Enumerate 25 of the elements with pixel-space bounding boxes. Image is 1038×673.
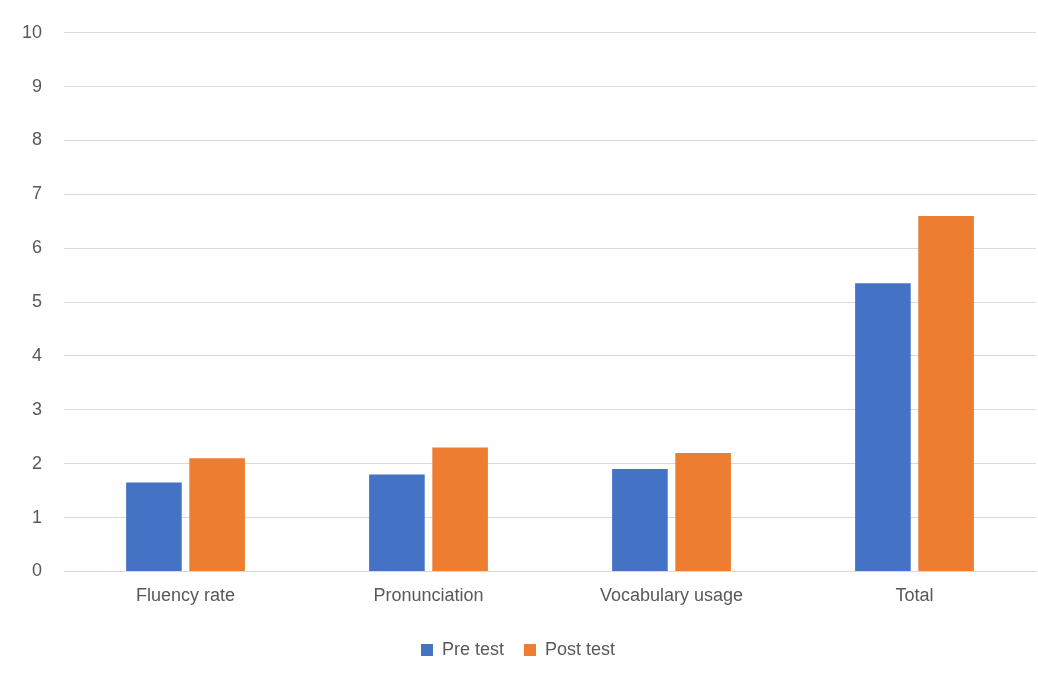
y-tick-label: 6: [32, 237, 43, 258]
x-tick-label: Pronunciation: [373, 585, 484, 606]
y-tick-label: 9: [32, 75, 43, 96]
y-tick-label: 5: [32, 291, 43, 312]
x-tick-label: Total: [895, 585, 934, 606]
legend-label: Post test: [545, 638, 616, 659]
bar: [918, 215, 974, 571]
y-tick-label: 3: [32, 398, 43, 419]
legend-label: Pre test: [441, 638, 504, 659]
bar: [855, 283, 911, 571]
bar: [369, 474, 425, 571]
bar: [612, 469, 668, 571]
bar: [189, 458, 245, 571]
y-tick-label: 8: [32, 129, 43, 150]
y-tick-label: 10: [21, 21, 43, 42]
bar: [675, 452, 731, 571]
x-tick-label: Fluency rate: [136, 585, 236, 606]
y-tick-label: 1: [32, 506, 43, 527]
y-tick-label: 4: [32, 344, 43, 365]
x-tick-label: Vocabulary usage: [599, 585, 744, 606]
bar: [126, 482, 182, 571]
y-tick-label: 0: [32, 560, 43, 581]
bar: [432, 447, 488, 571]
y-tick-label: 7: [32, 183, 43, 204]
y-tick-label: 2: [32, 452, 43, 473]
